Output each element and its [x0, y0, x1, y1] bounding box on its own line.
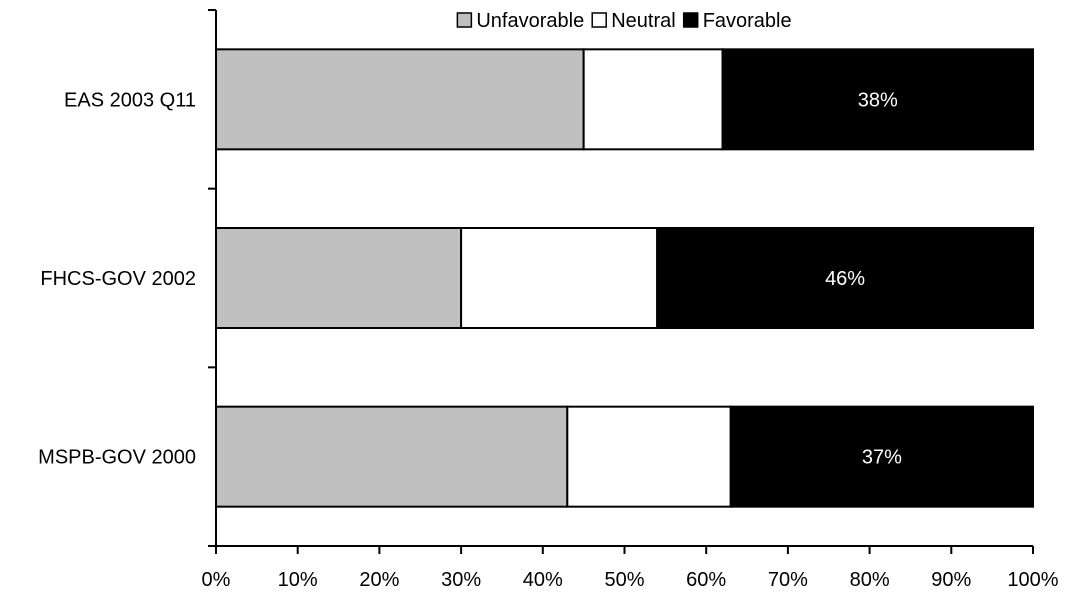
data-label-eas-2003-q11: 38% [858, 89, 898, 111]
x-tick-label-80: 80% [850, 569, 890, 591]
bar-unfavorable-eas-2003-q11 [215, 48, 585, 151]
legend-label-unfavorable: Unfavorable [476, 10, 584, 32]
x-tick-label-20: 20% [359, 569, 399, 591]
legend-swatch-favorable [682, 12, 699, 28]
legend-label-favorable: Favorable [703, 10, 792, 32]
x-tick-label-30: 30% [441, 569, 481, 591]
legend-label-neutral: Neutral [611, 10, 675, 32]
bar-favorable-eas-2003-q11 [721, 48, 1034, 151]
x-tick-label-0: 0% [202, 569, 231, 591]
category-label-mspb-gov-2000: MSPB-GOV 2000 [38, 447, 196, 469]
category-label-eas-2003-q11: EAS 2003 Q11 [64, 89, 196, 111]
x-tick-label-10: 10% [278, 569, 318, 591]
bar-neutral-fhcs-gov-2002 [460, 227, 659, 329]
bar-unfavorable-fhcs-gov-2002 [215, 227, 463, 329]
x-tick-label-50: 50% [604, 569, 644, 591]
bar-neutral-eas-2003-q11 [582, 48, 724, 151]
axes: EAS 2003 Q11 FHCS-GOV 2002 MSPB-GOV 2000 0%… [38, 9, 1059, 591]
plot-area: 38% 46% 37% [215, 48, 1035, 508]
legend-swatch-neutral [591, 12, 607, 28]
x-tick-label-100: 100% [1007, 569, 1058, 591]
bar-unfavorable-mspb-gov-2000 [215, 405, 569, 508]
bar-favorable-mspb-gov-2000 [729, 405, 1035, 508]
bar-neutral-mspb-gov-2000 [566, 405, 732, 508]
legend-swatch-unfavorable [456, 12, 473, 28]
data-label-mspb-gov-2000: 37% [862, 447, 902, 469]
data-label-fhcs-gov-2002: 46% [825, 268, 865, 290]
x-tick-label-90: 90% [931, 569, 971, 591]
x-tick-label-70: 70% [768, 569, 808, 591]
x-tick-label-40: 40% [523, 569, 563, 591]
x-tick-label-60: 60% [686, 569, 726, 591]
bar-favorable-fhcs-gov-2002 [656, 227, 1034, 329]
legend: Unfavorable Neutral Favorable [456, 10, 792, 32]
category-label-fhcs-gov-2002: FHCS-GOV 2002 [40, 268, 196, 290]
